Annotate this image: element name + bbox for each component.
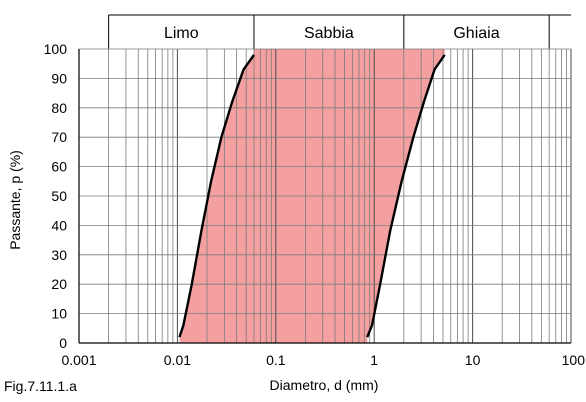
y-tick-label: 0 xyxy=(59,335,67,351)
x-tick-label: 0.1 xyxy=(266,352,286,368)
y-tick-label: 50 xyxy=(51,188,67,204)
x-tick-label: 10 xyxy=(465,352,481,368)
x-tick-label: 100 xyxy=(562,352,586,368)
soil-class-label-limo: Limo xyxy=(164,25,199,42)
soil-class-label-sabbia: Sabbia xyxy=(304,25,354,42)
y-tick-label: 30 xyxy=(51,247,67,263)
y-tick-label: 80 xyxy=(51,100,67,116)
y-tick-label: 100 xyxy=(44,41,68,57)
y-tick-label: 60 xyxy=(51,159,67,175)
grading-curve-fine xyxy=(178,54,255,338)
y-tick-label: 10 xyxy=(51,306,67,322)
y-tick-label: 40 xyxy=(51,217,67,233)
x-tick-label: 1 xyxy=(370,352,378,368)
grading-curve-coarse xyxy=(366,54,446,338)
soil-class-label-ghiaia: Ghiaia xyxy=(453,25,499,42)
x-tick-label: 0.01 xyxy=(164,352,191,368)
figure-caption: Fig.7.11.1.a xyxy=(4,378,77,394)
y-tick-label: 90 xyxy=(51,70,67,86)
y-axis-label: Passante, p (%) xyxy=(7,150,23,250)
y-tick-label: 70 xyxy=(51,129,67,145)
x-axis-label: Diametro, d (mm) xyxy=(270,377,379,393)
y-tick-label: 20 xyxy=(51,276,67,292)
x-tick-label: 0.001 xyxy=(61,352,96,368)
